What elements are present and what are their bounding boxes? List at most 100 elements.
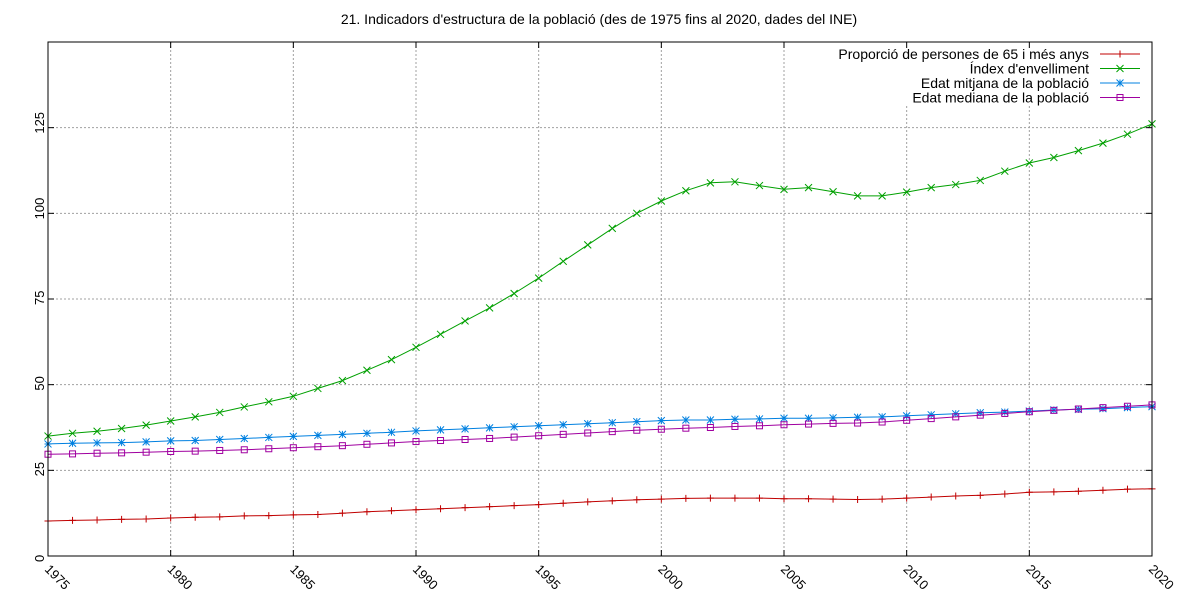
data-point — [191, 413, 200, 421]
data-point — [632, 417, 641, 426]
data-point — [486, 503, 494, 511]
series-layer — [44, 120, 1156, 525]
data-point — [755, 415, 764, 423]
data-point — [387, 428, 396, 437]
data-point — [952, 492, 960, 500]
data-point — [829, 495, 837, 503]
data-point — [1123, 402, 1131, 410]
x-tick-label: 2010 — [901, 562, 932, 593]
data-point — [93, 516, 101, 524]
data-point — [878, 418, 886, 426]
data-point — [534, 421, 543, 430]
data-point — [706, 416, 715, 424]
data-point — [68, 439, 77, 448]
data-point — [1099, 139, 1107, 147]
x-tick-label: 1975 — [42, 562, 73, 593]
data-point — [93, 439, 101, 447]
data-point — [1099, 404, 1107, 413]
data-point — [608, 497, 616, 505]
data-point — [584, 429, 592, 437]
x-tick-label: 1995 — [533, 562, 564, 593]
data-point — [706, 178, 715, 187]
data-point — [682, 424, 690, 432]
data-point — [903, 416, 911, 424]
y-tick-label: 100 — [32, 198, 47, 220]
x-tick-label: 2000 — [655, 562, 686, 593]
legend-marker — [1116, 50, 1124, 58]
data-point — [93, 449, 101, 457]
data-point — [412, 506, 420, 514]
x-tick-label: 2005 — [778, 562, 809, 593]
data-point — [927, 183, 936, 192]
data-point — [804, 414, 813, 423]
data-point — [583, 419, 592, 428]
data-point — [142, 438, 150, 446]
data-point — [854, 495, 862, 503]
data-point — [264, 397, 273, 406]
data-point — [657, 495, 665, 503]
data-point — [1050, 406, 1058, 414]
data-point — [363, 366, 371, 375]
data-point — [927, 415, 935, 423]
series-line — [47, 123, 1153, 437]
data-point — [608, 428, 616, 436]
data-point — [314, 443, 322, 451]
data-point — [780, 414, 788, 423]
data-point — [976, 408, 985, 417]
data-point — [240, 434, 249, 443]
data-point — [682, 186, 690, 195]
data-point — [608, 418, 617, 427]
data-point — [829, 414, 837, 422]
data-point — [240, 512, 248, 520]
series-line — [47, 488, 1153, 522]
data-point — [166, 437, 175, 445]
legend-label: Proporció de persones de 65 i més anys — [838, 46, 1089, 62]
data-point — [338, 430, 347, 439]
data-point — [657, 416, 666, 425]
data-point — [142, 515, 150, 523]
data-point — [878, 192, 886, 200]
data-point — [216, 513, 224, 521]
y-tick-label: 0 — [32, 555, 47, 562]
data-point — [976, 411, 984, 419]
data-point — [338, 376, 347, 385]
data-point — [510, 433, 518, 441]
data-point — [1001, 490, 1009, 498]
data-point — [485, 304, 494, 312]
data-point — [633, 496, 641, 504]
data-point — [780, 421, 788, 429]
data-point — [264, 433, 273, 442]
data-point — [1025, 488, 1033, 496]
data-point — [338, 442, 346, 450]
legend-item: Edat mitjana de la població — [921, 75, 1140, 91]
data-point — [682, 416, 690, 424]
data-point — [461, 504, 469, 512]
data-point — [559, 257, 568, 266]
data-point — [167, 514, 175, 522]
data-point — [1074, 146, 1083, 155]
data-point — [216, 446, 224, 454]
data-point — [804, 183, 813, 192]
y-tick-label: 50 — [32, 376, 47, 390]
data-point — [927, 493, 935, 501]
data-point — [1000, 408, 1009, 416]
data-point — [436, 330, 445, 339]
data-point — [1001, 409, 1009, 417]
data-point — [387, 355, 396, 364]
data-point — [854, 419, 862, 427]
data-point — [853, 192, 862, 200]
data-point — [289, 511, 297, 519]
data-point — [829, 419, 837, 427]
data-point — [510, 422, 518, 431]
data-point — [1123, 130, 1132, 139]
data-point — [142, 448, 150, 456]
data-point — [314, 384, 322, 393]
data-point — [608, 224, 617, 233]
data-point — [731, 415, 739, 424]
series-3 — [44, 402, 1156, 448]
data-point — [755, 181, 764, 190]
data-point — [191, 513, 199, 521]
data-point — [559, 420, 568, 429]
y-tick-label: 25 — [32, 462, 47, 476]
data-point — [363, 440, 371, 448]
